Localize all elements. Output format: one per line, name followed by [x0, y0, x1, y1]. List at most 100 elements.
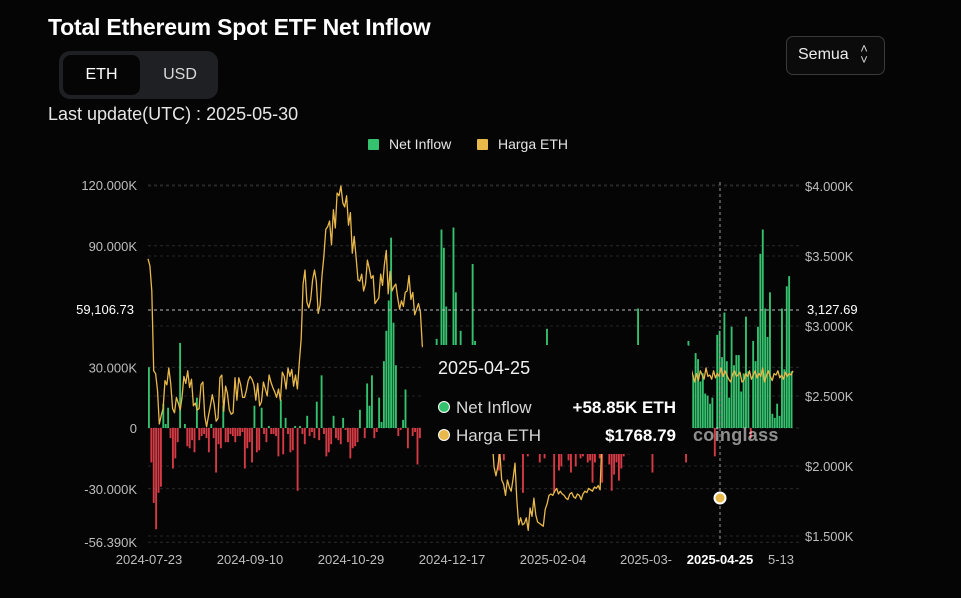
inflow-bar: [706, 395, 709, 428]
legend-label: Harga ETH: [498, 136, 568, 152]
x-tick-highlight: [678, 548, 762, 569]
unit-toggle[interactable]: ETH USD: [59, 51, 218, 99]
inflow-bar: [263, 428, 265, 435]
inflow-bar: [766, 336, 769, 429]
inflow-bar: [692, 375, 695, 428]
inflow-bar: [224, 428, 227, 443]
inflow-bar: [222, 405, 225, 428]
inflow-bar: [778, 415, 781, 428]
inflow-bar: [227, 428, 229, 443]
inflow-bar: [164, 423, 167, 428]
inflow-bar: [342, 417, 345, 429]
inflow-bar: [183, 423, 186, 428]
inflow-bar: [344, 428, 347, 431]
inflow-bar: [219, 428, 222, 449]
inflow-bar: [234, 428, 237, 443]
right-tick-label: $3.500K: [805, 249, 854, 264]
inflow-bar: [701, 373, 704, 428]
inflow-bar: [721, 357, 723, 429]
inflow-bar: [318, 428, 321, 441]
inflow-bar: [713, 428, 716, 457]
inflow-bar: [764, 308, 767, 428]
inflow-bar: [267, 425, 270, 428]
inflow-bar: [279, 399, 282, 428]
inflow-bar: [380, 421, 383, 428]
left-tick-label: 120.000K: [81, 178, 137, 193]
tooltip-row-price: Harga ETH $1768.79: [438, 426, 683, 446]
inflow-bar: [287, 428, 289, 435]
inflow-bar: [186, 428, 189, 447]
x-tick-label: 2025-03-: [620, 552, 672, 567]
inflow-bar: [258, 428, 261, 451]
left-tick-label: 30.000K: [89, 360, 138, 375]
inflow-bar: [210, 423, 213, 428]
tooltip-label-price: Harga ETH: [456, 426, 542, 445]
inflow-bar: [205, 428, 208, 439]
range-select[interactable]: Semua ˄ ˅: [786, 36, 885, 75]
right-tick-label: $2.000K: [805, 459, 854, 474]
inflow-bar: [159, 428, 162, 487]
inflow-bar: [788, 276, 791, 429]
inflow-bar: [155, 428, 158, 530]
inflow-bar: [370, 375, 373, 428]
right-tick-label: $3.000K: [805, 319, 854, 334]
toggle-usd[interactable]: USD: [163, 66, 197, 83]
toggle-eth[interactable]: ETH: [63, 55, 140, 95]
right-axis: $4.000K $3.500K $3.000K $2.500K $2.000K $1.50…: [805, 179, 854, 544]
x-tick-label: 2024-09-10: [217, 552, 284, 567]
inflow-bar: [277, 428, 280, 457]
inflow-bar: [418, 428, 421, 439]
inflow-bar: [776, 403, 779, 428]
legend: Net Inflow Harga ETH: [368, 136, 568, 152]
inflow-bar: [785, 286, 788, 428]
inflow-bar: [771, 413, 774, 428]
inflow-bar: [217, 428, 220, 445]
price-dot-icon: [438, 428, 450, 441]
inflow-bar: [215, 428, 218, 473]
inflow-bar: [303, 428, 306, 445]
inflow-bar: [299, 425, 301, 428]
inflow-bar: [359, 409, 361, 428]
x-tick-label: 2024-12-17: [419, 552, 486, 567]
inflow-bar: [378, 397, 381, 429]
inflow-bar: [601, 428, 604, 483]
inflow-bar: [188, 428, 191, 449]
inflow-bar: [275, 428, 277, 437]
crosshair-right-value: 3,127.69: [807, 302, 858, 317]
inflow-bar: [167, 407, 170, 428]
inflow-bar: [179, 342, 182, 428]
inflow-bar: [416, 428, 419, 465]
inflow-bar: [375, 428, 378, 433]
inflow-bar: [452, 227, 455, 428]
inflow-bar: [282, 428, 285, 455]
inflow-bar: [251, 428, 253, 463]
inflow-bar: [442, 247, 445, 428]
inflow-bar: [296, 428, 299, 491]
inflow-bar: [308, 428, 311, 437]
inflow-bar: [745, 316, 747, 429]
inflow-bar: [411, 428, 414, 437]
inflow-dot-icon: [438, 400, 450, 413]
last-update: Last update(UTC) : 2025-05-30: [48, 104, 299, 124]
inflow-bar: [754, 361, 757, 428]
inflow-bar: [270, 428, 273, 435]
x-tick-label: 2025-02-04: [520, 552, 587, 567]
inflow-bar: [157, 428, 160, 493]
legend-label: Net Inflow: [389, 136, 452, 152]
right-tick-label: $1.500K: [805, 529, 854, 544]
inflow-bar: [392, 322, 395, 428]
tooltip: 2025-04-25 Net Inflow +58.85K ETH Harga …: [421, 345, 692, 454]
inflow-bar: [265, 428, 268, 443]
inflow-bar: [150, 428, 153, 463]
inflow-bar: [198, 428, 201, 441]
inflow-bar: [347, 428, 349, 443]
inflow-bar: [368, 405, 371, 428]
left-tick-label: 90.000K: [89, 239, 138, 254]
right-tick-label: $2.500K: [805, 389, 854, 404]
inflow-bar: [728, 397, 731, 429]
inflow-bar: [747, 371, 750, 428]
inflow-bar: [320, 375, 323, 428]
inflow-bar: [617, 428, 620, 481]
inflow-bar: [191, 428, 194, 441]
crosshair: [148, 182, 803, 545]
